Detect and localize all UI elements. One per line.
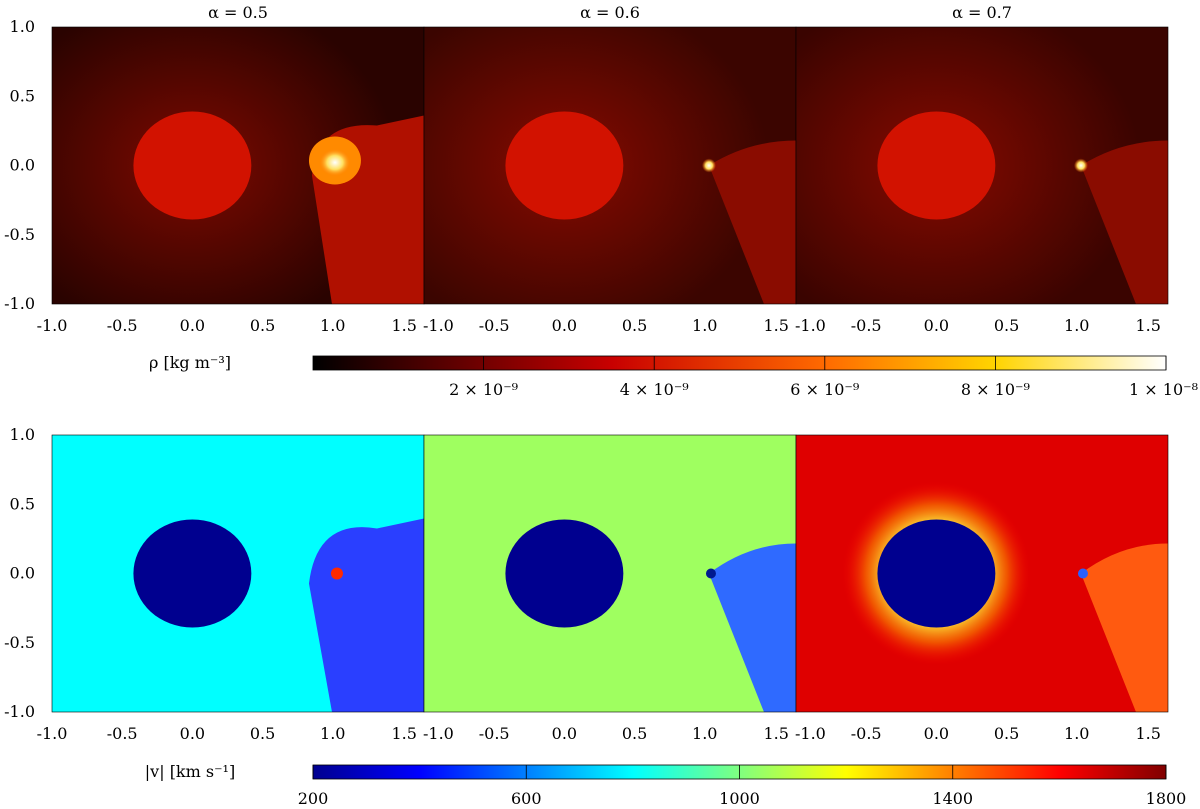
x-tick-label: 1.5: [763, 724, 788, 743]
x-tick-label: 1.0: [1064, 316, 1089, 335]
companion-hotspot: [705, 568, 716, 579]
x-tick-label: -0.5: [107, 316, 138, 335]
x-tick-label: 0.0: [180, 316, 205, 335]
y-tick-label: 0.0: [10, 156, 35, 175]
star-disk: [133, 111, 252, 220]
x-tick-label: 1.0: [692, 724, 717, 743]
panel-title: α = 0.6: [580, 3, 640, 22]
density-colorbar: 2 × 10⁻⁹ 4 × 10⁻⁹ 6 × 10⁻⁹ 8 × 10⁻⁹ 1 × 10⁻⁸…: [149, 353, 1198, 399]
colorbar-tick-label: 8 × 10⁻⁹: [961, 380, 1031, 399]
y-tick-label: 0.0: [10, 564, 35, 583]
companion-hotspot: [701, 158, 716, 173]
density-quantity-label: ρ [kg m⁻³]: [149, 353, 231, 372]
colorbar-tick-label: 1800: [1146, 789, 1187, 808]
speed-colorbar-ticks: 200 600 1000 1400 1800: [298, 765, 1187, 808]
y-tick-label: 0.5: [10, 86, 35, 105]
x-tick-label: -0.5: [107, 724, 138, 743]
x-tick-label: 1.5: [1135, 316, 1160, 335]
y-tick-label: -0.5: [4, 225, 35, 244]
density-colorbar-gradient: [312, 355, 1167, 371]
x-tick-label: -1.0: [37, 724, 68, 743]
shock-region: [1080, 543, 1168, 712]
shock-region: [708, 140, 796, 304]
star-disk: [877, 519, 996, 628]
colorbar-tick-label: 1400: [932, 789, 973, 808]
x-tick-label: -1.0: [37, 316, 68, 335]
x-tick-label: 1.5: [763, 316, 788, 335]
y-tick-label: 1.0: [10, 17, 35, 36]
x-tick-label: 1.5: [391, 316, 416, 335]
x-tick-label: 0.0: [552, 316, 577, 335]
heatmap-panel: [52, 27, 424, 304]
x-tick-label: 0.0: [552, 724, 577, 743]
y-tick-label: 1.0: [10, 425, 35, 444]
x-tick-label: -1.0: [795, 724, 826, 743]
x-tick-label: 1.0: [692, 316, 717, 335]
x-tick-label: 1.0: [320, 316, 345, 335]
axes: α = 0.5 -1.0 -0.5 0.0 0.5 1.0 1.5 α = 0.6 -1.0 -0…: [4, 3, 1161, 743]
panel-title: α = 0.5: [208, 3, 268, 22]
x-tick-label: -1.0: [423, 316, 454, 335]
x-tick-label: 0.0: [924, 316, 949, 335]
heatmap-panel: [424, 27, 796, 304]
x-tick-label: -0.5: [479, 316, 510, 335]
heatmap-panels: [51, 26, 1169, 713]
colorbar-tick-label: 200: [298, 789, 329, 808]
x-tick-label: 1.5: [1135, 724, 1160, 743]
density-colorbar-ticks: 2 × 10⁻⁹ 4 × 10⁻⁹ 6 × 10⁻⁹ 8 × 10⁻⁹ 1 × 10⁻⁸: [449, 356, 1198, 399]
colorbar-tick-label: 600: [511, 789, 542, 808]
shock-region: [708, 543, 796, 712]
x-tick-label: -1.0: [795, 316, 826, 335]
x-tick-label: -1.0: [423, 724, 454, 743]
star-disk: [133, 519, 252, 628]
colorbar-tick-label: 1 × 10⁻⁸: [1129, 380, 1198, 399]
colorbar-tick-label: 2 × 10⁻⁹: [449, 380, 519, 399]
colorbar-tick-label: 4 × 10⁻⁹: [620, 380, 690, 399]
y-tick-label: -0.5: [4, 633, 35, 652]
x-tick-label: -0.5: [479, 724, 510, 743]
shock-region: [308, 518, 424, 712]
star-disk: [505, 111, 624, 220]
star-disk: [505, 519, 624, 628]
x-tick-label: 1.0: [1064, 724, 1089, 743]
shock-region: [1080, 140, 1168, 304]
y-tick-label: -1.0: [4, 294, 35, 313]
x-tick-label: 0.5: [622, 316, 647, 335]
panel-title: α = 0.7: [952, 3, 1012, 22]
companion-hotspot: [1073, 158, 1088, 173]
heatmap-panel: [796, 435, 1168, 712]
x-tick-label: 1.0: [320, 724, 345, 743]
y-tick-label: -1.0: [4, 702, 35, 721]
companion-hotspot: [330, 567, 343, 580]
speed-quantity-label: |v| [km s⁻¹]: [145, 762, 235, 781]
colorbar-tick-label: 6 × 10⁻⁹: [790, 380, 860, 399]
x-tick-label: 0.5: [250, 316, 275, 335]
panel-frame: [795, 434, 1169, 713]
x-tick-label: 0.5: [622, 724, 647, 743]
x-tick-label: -0.5: [851, 724, 882, 743]
y-tick-label: 0.5: [10, 494, 35, 513]
heatmap-panel: [796, 27, 1168, 304]
companion-hotspot: [318, 148, 351, 177]
companion-hotspot: [1077, 568, 1088, 579]
x-tick-label: 1.5: [391, 724, 416, 743]
panel-frame: [795, 26, 1169, 305]
x-tick-label: 0.5: [250, 724, 275, 743]
x-tick-label: 0.5: [994, 724, 1019, 743]
x-tick-label: 0.0: [180, 724, 205, 743]
speed-colorbar: 200 600 1000 1400 1800 |v| [km s⁻¹]: [145, 762, 1187, 808]
star-disk: [877, 111, 996, 220]
colorbar-tick-label: 1000: [719, 789, 760, 808]
heatmap-panel: [52, 435, 424, 712]
heatmap-panel: [424, 435, 796, 712]
x-tick-label: -0.5: [851, 316, 882, 335]
x-tick-label: 0.0: [924, 724, 949, 743]
x-tick-label: 0.5: [994, 316, 1019, 335]
